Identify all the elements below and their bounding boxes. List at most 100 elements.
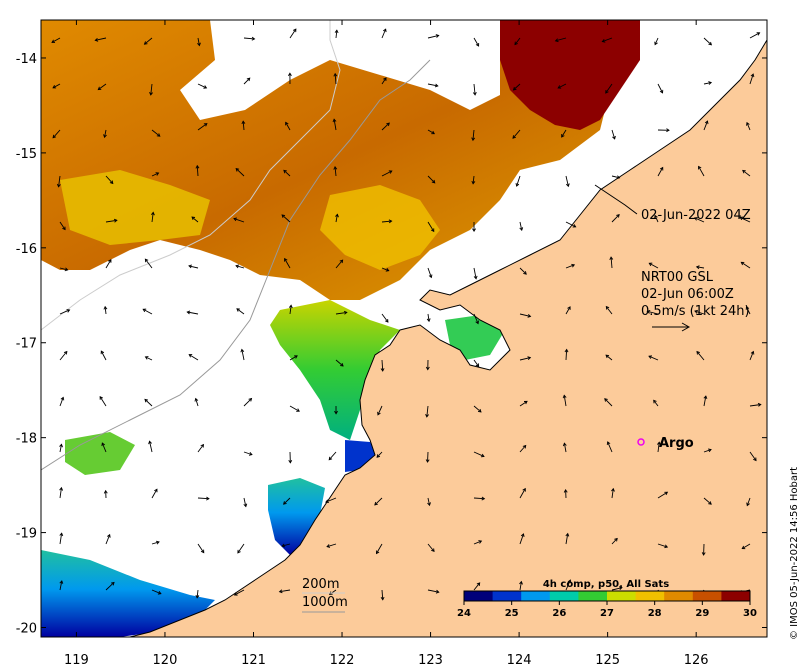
current-vector-arrow — [59, 221, 66, 231]
current-vector-arrow — [657, 491, 669, 499]
current-vector-arrow — [288, 451, 293, 464]
current-vector-arrow — [334, 405, 338, 415]
current-vector-arrow — [243, 77, 251, 85]
current-vector-arrow — [285, 121, 291, 131]
current-vector-arrow — [611, 175, 621, 180]
current-vector-arrow — [105, 218, 118, 223]
isobath-1000m — [41, 59, 431, 471]
current-vector-arrow — [565, 579, 572, 591]
current-vector-arrow — [278, 589, 291, 594]
colorbar-cell — [721, 591, 751, 601]
current-vector-arrow — [59, 396, 65, 407]
current-vector-arrow — [657, 128, 670, 133]
current-vector-arrow — [519, 533, 525, 545]
current-vector-arrow — [237, 543, 245, 554]
current-vector-arrow — [105, 581, 115, 591]
current-vector-arrow — [611, 487, 615, 499]
current-vector-arrow — [151, 129, 161, 137]
colorbar-tick-label: 28 — [648, 608, 662, 619]
current-vector-arrow — [235, 264, 245, 269]
current-vector-arrow — [103, 489, 108, 499]
current-vector-arrow — [243, 36, 256, 41]
current-vector-arrow — [611, 214, 620, 223]
current-vector-arrow — [657, 543, 669, 549]
current-vector-arrow — [381, 267, 390, 272]
current-vector-arrow — [427, 129, 436, 135]
current-vector-arrow — [148, 440, 153, 453]
current-vector-arrow — [512, 129, 521, 139]
current-vector-arrow — [235, 167, 245, 177]
isobath-200m — [41, 20, 341, 331]
current-vector-arrow — [749, 32, 761, 39]
current-vector-arrow — [289, 405, 300, 412]
current-vector-arrow — [335, 310, 348, 315]
current-vector-arrow — [233, 217, 245, 223]
scale-arrow-icon — [652, 322, 691, 332]
current-vector-arrow — [741, 543, 751, 550]
current-vector-arrow — [657, 83, 664, 94]
current-vector-arrow — [693, 217, 705, 223]
current-vector-arrow — [562, 442, 567, 453]
current-vector-arrow — [473, 405, 482, 413]
lat-tick-label: -14 — [16, 52, 37, 67]
current-vector-arrow — [696, 350, 705, 361]
current-vector-arrow — [564, 348, 569, 361]
current-vector-arrow — [565, 221, 577, 228]
current-vector-arrow — [186, 310, 199, 315]
current-vector-arrow — [105, 533, 111, 545]
current-vector-arrow — [381, 313, 389, 323]
current-vector-arrow — [236, 308, 245, 315]
current-vector-arrow — [427, 589, 440, 594]
current-vector-arrow — [283, 169, 291, 177]
current-vector-arrow — [151, 589, 162, 595]
current-vector-arrow — [281, 543, 291, 548]
current-vector-arrow — [325, 497, 337, 504]
current-vector-arrow — [333, 72, 338, 85]
sst-patch-yellow-2 — [320, 185, 440, 270]
current-vector-arrow — [606, 441, 613, 453]
current-vector-arrow — [703, 448, 712, 453]
current-vector-arrow — [197, 83, 208, 89]
current-vector-arrow — [243, 497, 248, 508]
current-vector-arrow — [426, 313, 431, 323]
current-vector-arrow — [427, 175, 436, 184]
sst-patch-yellow — [60, 170, 210, 245]
current-vector-arrow — [151, 488, 158, 499]
current-vector-arrow — [288, 304, 293, 315]
current-vector-arrow — [749, 350, 755, 361]
current-vector-arrow — [144, 258, 153, 269]
current-vectors — [51, 28, 762, 601]
current-vector-arrow — [473, 267, 478, 280]
current-vector-arrow — [197, 123, 208, 131]
current-vector-arrow — [59, 532, 64, 545]
colorbar-cell — [464, 591, 494, 601]
current-vector-arrow — [749, 451, 757, 462]
current-vector-arrow — [648, 262, 659, 269]
colorbar-cell — [549, 591, 579, 601]
current-vector-arrow — [604, 398, 613, 407]
current-vector-arrow — [241, 120, 246, 131]
current-vector-arrow — [473, 540, 483, 545]
current-vector-arrow — [101, 442, 107, 453]
current-vector-arrow — [565, 263, 576, 269]
current-vector-arrow — [512, 83, 521, 91]
current-vector-arrow — [99, 395, 107, 407]
current-vector-arrow — [473, 496, 486, 501]
plot-frame — [40, 19, 768, 638]
argo-label: Argo — [659, 436, 694, 451]
colorbar-tick-label: 26 — [552, 608, 566, 619]
current-vector-arrow — [605, 83, 613, 94]
current-vector-arrow — [328, 451, 337, 461]
current-vector-arrow — [381, 77, 387, 85]
current-vector-arrow — [749, 73, 755, 85]
current-vector-arrow — [103, 129, 107, 139]
current-vector-arrow — [427, 34, 440, 39]
colorbar-tick-label: 30 — [743, 608, 757, 619]
plot-area — [41, 20, 767, 637]
current-vector-arrow — [471, 175, 476, 185]
current-vector-arrow — [197, 443, 204, 453]
current-vector-arrow — [326, 543, 337, 548]
current-vector-arrow — [283, 497, 291, 505]
current-vector-arrow — [703, 497, 712, 505]
current-vector-arrow — [654, 214, 659, 223]
